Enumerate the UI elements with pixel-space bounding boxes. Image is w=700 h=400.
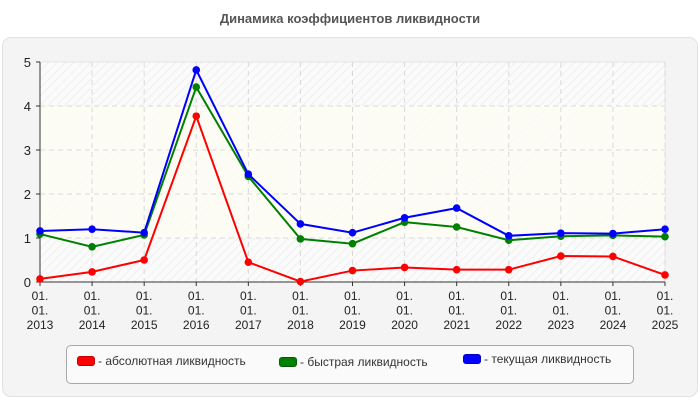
y-tick-label: 0 bbox=[24, 275, 31, 290]
y-tick-label: 3 bbox=[24, 143, 31, 158]
data-point[interactable] bbox=[661, 232, 669, 241]
data-point[interactable] bbox=[296, 235, 305, 243]
y-tick-label: 1 bbox=[24, 231, 31, 246]
data-point[interactable] bbox=[140, 228, 148, 237]
data-point[interactable] bbox=[557, 229, 565, 237]
data-point[interactable] bbox=[140, 256, 148, 264]
data-point[interactable] bbox=[88, 268, 96, 276]
data-point[interactable] bbox=[348, 239, 357, 248]
data-point[interactable] bbox=[452, 204, 461, 212]
chart-title: Динамика коэффициентов ликвидности bbox=[219, 11, 481, 26]
x-tick-label: 01. 01. 2020 bbox=[391, 289, 418, 332]
legend-swatch-green bbox=[279, 357, 297, 367]
x-tick-label: 01. 01. 2019 bbox=[339, 289, 366, 332]
x-tick-label: 01. 01. 2018 bbox=[287, 289, 314, 332]
data-point[interactable] bbox=[192, 112, 201, 120]
x-tick-label: 01. 01. 2021 bbox=[443, 289, 470, 332]
data-point[interactable] bbox=[88, 225, 96, 233]
data-point[interactable] bbox=[661, 271, 669, 279]
data-point[interactable] bbox=[557, 252, 565, 260]
data-point[interactable] bbox=[504, 232, 513, 240]
data-point[interactable] bbox=[36, 275, 44, 283]
x-tick-label: 01. 01. 2015 bbox=[131, 289, 158, 332]
x-tick-label: 01. 01. 2023 bbox=[547, 289, 574, 332]
data-point[interactable] bbox=[192, 83, 201, 91]
grid-lines bbox=[40, 62, 666, 282]
legend-label: - текущая ликвидность bbox=[484, 352, 612, 366]
x-tick-label: 01. 01. 2017 bbox=[235, 289, 262, 332]
y-tick-label: 4 bbox=[24, 99, 31, 114]
series-line bbox=[36, 66, 669, 240]
legend-swatch-red bbox=[77, 356, 95, 366]
x-tick-label: 01. 01. 2022 bbox=[495, 289, 522, 332]
data-point[interactable] bbox=[296, 220, 305, 228]
x-tick-label: 01. 01. 2025 bbox=[652, 289, 679, 332]
data-point[interactable] bbox=[609, 229, 617, 238]
legend-item-current: - текущая ликвидность bbox=[463, 352, 611, 366]
data-series bbox=[36, 66, 669, 286]
data-point[interactable] bbox=[661, 225, 669, 233]
axes: 0 1 2 3 4 5 01. 01. 2013 01. 01. 2014 01. 01. 2015 01. 0… bbox=[24, 55, 679, 332]
data-point[interactable] bbox=[452, 265, 461, 274]
data-point[interactable] bbox=[88, 243, 96, 251]
x-tick-label: 01. 01. 2016 bbox=[183, 289, 210, 332]
x-tick-label: 01. 01. 2013 bbox=[27, 289, 54, 332]
data-point[interactable] bbox=[452, 223, 461, 231]
data-point[interactable] bbox=[348, 266, 357, 275]
legend: - абсолютная ликвидность - быстрая ликви… bbox=[66, 345, 634, 384]
legend-item-quick: - быстрая ликвидность bbox=[279, 355, 428, 369]
data-point[interactable] bbox=[348, 228, 357, 237]
data-point[interactable] bbox=[400, 213, 409, 222]
x-tick-label: 01. 01. 2024 bbox=[600, 289, 627, 332]
legend-swatch-blue bbox=[463, 354, 481, 364]
data-point[interactable] bbox=[192, 66, 201, 74]
data-point[interactable] bbox=[296, 277, 305, 286]
legend-label: - быстрая ликвидность bbox=[300, 355, 428, 369]
x-tick-label: 01. 01. 2014 bbox=[79, 289, 106, 332]
y-tick-label: 5 bbox=[24, 55, 31, 70]
data-point[interactable] bbox=[400, 263, 409, 272]
legend-label: - абсолютная ликвидность bbox=[98, 354, 246, 368]
data-point[interactable] bbox=[504, 265, 513, 274]
series-line bbox=[36, 112, 669, 286]
legend-item-absolute: - абсолютная ликвидность bbox=[77, 354, 246, 368]
data-point[interactable] bbox=[244, 258, 253, 267]
data-point[interactable] bbox=[244, 170, 253, 178]
data-point[interactable] bbox=[609, 252, 617, 261]
data-point[interactable] bbox=[36, 227, 44, 235]
y-tick-label: 2 bbox=[24, 187, 31, 202]
